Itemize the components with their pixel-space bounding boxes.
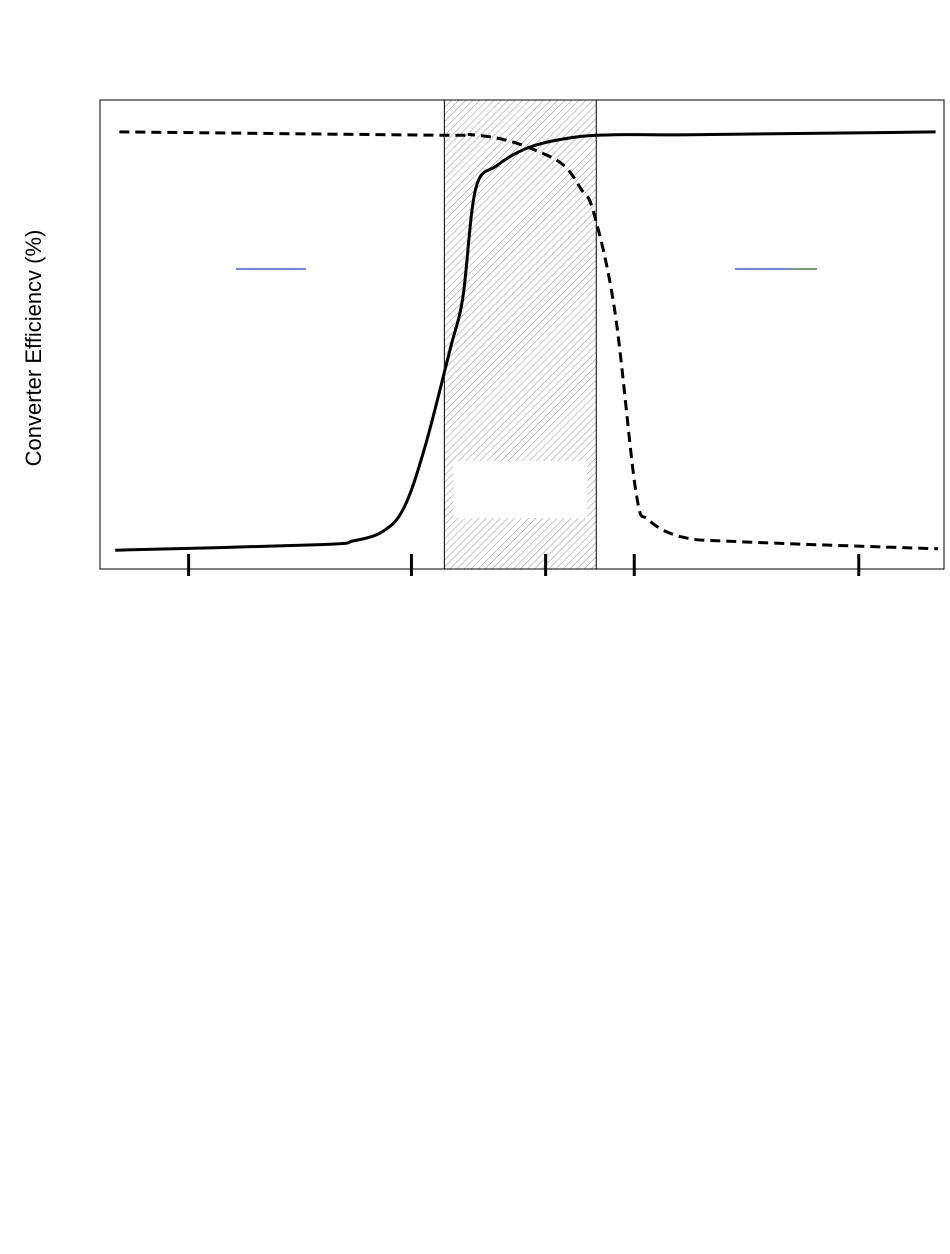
- series-line-solid: [115, 130, 936, 552]
- series-line-dashed: [119, 130, 939, 551]
- shaded-region-label-box: [453, 461, 588, 518]
